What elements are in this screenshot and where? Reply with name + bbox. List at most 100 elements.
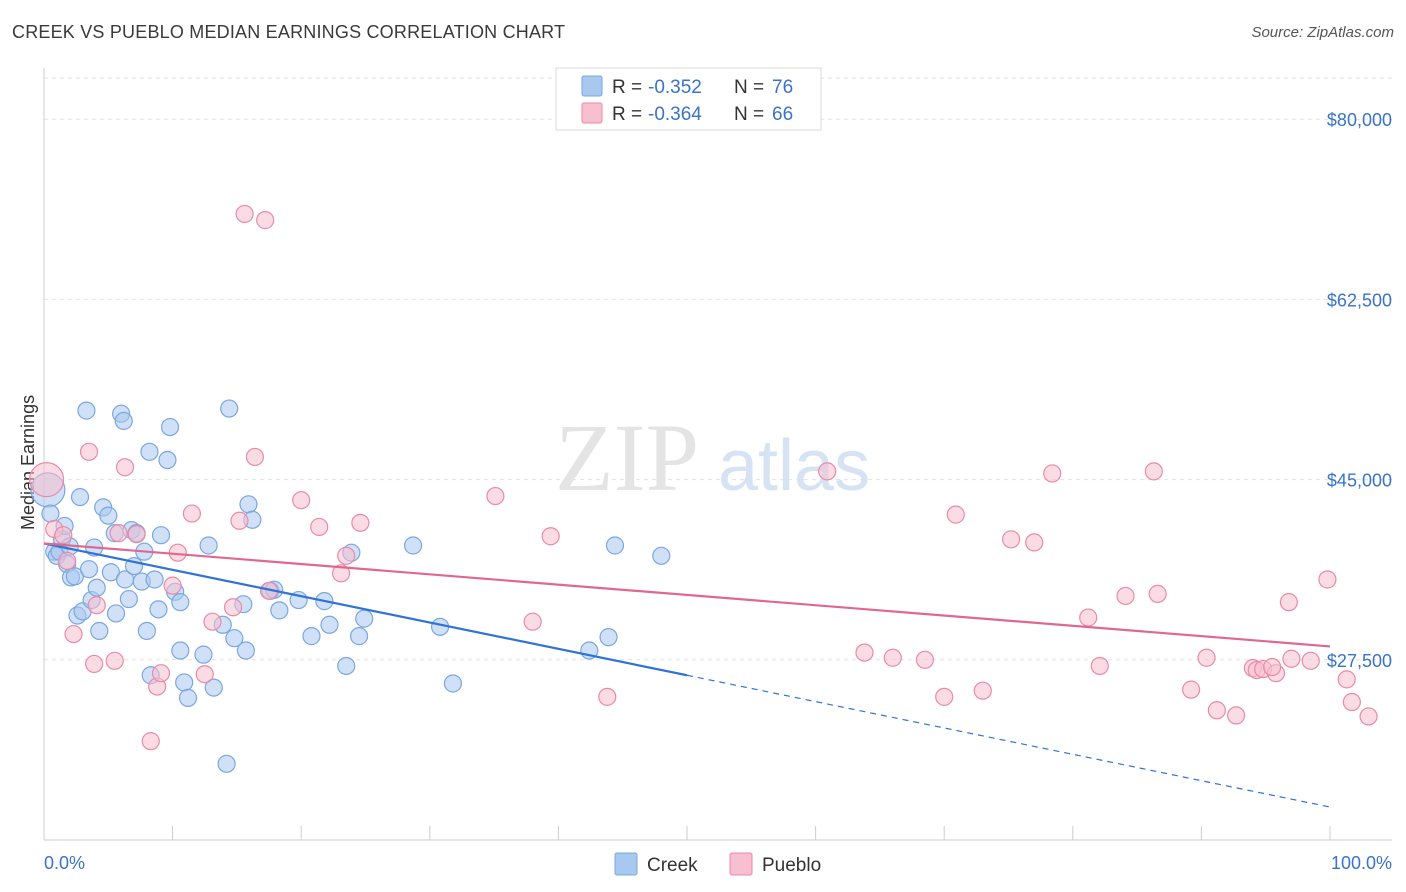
legend-r-label-creek: R = — [612, 77, 642, 98]
pueblo-point — [1342, 692, 1361, 712]
pueblo-point — [973, 681, 992, 700]
pueblo-point — [1359, 707, 1378, 726]
creek-point — [302, 627, 321, 646]
creek-point — [106, 604, 126, 623]
creek-point — [652, 546, 671, 565]
legend-bottom: Creek Pueblo — [614, 852, 821, 876]
creek-point — [225, 629, 244, 648]
trend-lines — [43, 542, 1331, 808]
pueblo-point — [1337, 670, 1356, 689]
creek-point — [320, 615, 339, 634]
pueblo-point — [54, 526, 73, 545]
pueblo-point — [915, 650, 935, 669]
creek-point — [158, 450, 177, 470]
pueblo-point — [598, 687, 617, 706]
creek-point — [70, 488, 90, 507]
creek-point — [605, 536, 625, 555]
creek-point — [355, 609, 374, 628]
creek-point — [101, 563, 120, 582]
pueblo-point — [946, 505, 965, 524]
creek-point — [171, 641, 190, 660]
legend-n-label-creek: N = — [734, 77, 764, 98]
pueblo-point — [310, 517, 329, 537]
creek-point — [270, 601, 289, 620]
creek-point — [99, 506, 118, 525]
creek-point — [137, 621, 156, 641]
pueblo-point — [85, 654, 104, 674]
pueblo-point — [105, 651, 124, 670]
pueblo-point — [127, 525, 146, 544]
creek-point — [204, 678, 223, 697]
pueblo-point — [337, 546, 356, 565]
x-tick-label-start: 0.0% — [44, 853, 85, 873]
pueblo-point — [331, 564, 351, 583]
creek-point — [403, 536, 423, 555]
pueblo-point — [1227, 706, 1246, 725]
pueblo-point — [818, 462, 837, 481]
source-label: Source: ZipAtlas.com — [1251, 24, 1394, 41]
creek-point — [145, 570, 164, 589]
legend-n-value-pueblo: 66 — [772, 104, 793, 125]
pueblo-point — [1263, 657, 1282, 677]
pueblo-point — [235, 204, 254, 224]
creek-point — [220, 399, 239, 418]
legend-bottom-label-creek: Creek — [647, 855, 698, 876]
pueblo-point — [230, 511, 249, 530]
pueblo-point — [1144, 462, 1163, 481]
legend-r-value-pueblo: -0.364 — [648, 104, 702, 125]
pueblo-point — [523, 612, 542, 631]
pueblo-point — [883, 648, 902, 667]
pueblo-point — [245, 447, 265, 467]
pueblo-point — [163, 576, 182, 595]
pueblo-point — [141, 732, 160, 751]
legend-bottom-swatch-pueblo — [729, 852, 753, 876]
axes — [43, 68, 1392, 841]
pueblo-point — [1182, 680, 1201, 699]
y-axis-title: Median Earnings — [18, 395, 38, 530]
pueblo-point — [1197, 648, 1216, 667]
creek-point — [90, 621, 109, 641]
pueblo-point — [182, 504, 201, 523]
creek-point — [151, 526, 171, 545]
creek-point — [236, 641, 256, 660]
pueblo-point — [1282, 649, 1301, 668]
creek-point — [349, 627, 369, 646]
pueblo-point — [1148, 584, 1167, 603]
legend-r-value-creek: -0.352 — [648, 77, 702, 98]
creek-point — [77, 401, 96, 420]
pueblo-point — [115, 458, 135, 477]
creek-point — [337, 656, 356, 676]
pueblo-point — [1079, 608, 1098, 627]
creek-trend-extension — [686, 674, 1331, 808]
x-tick-labels: 0.0% 100.0% — [44, 853, 1392, 873]
y-tick-labels: $27,500 $45,000 $62,500 $80,000 — [1327, 110, 1392, 671]
legend-swatch-creek — [581, 75, 603, 97]
legend-n-label-pueblo: N = — [734, 104, 764, 125]
creek-point — [217, 754, 236, 773]
pueblo-point — [64, 624, 83, 644]
pueblo-point — [203, 612, 222, 631]
watermark-atlas: atlas — [718, 426, 870, 506]
creek-point — [178, 688, 198, 707]
legend-top: R = -0.352 N = 76 R = -0.364 N = 66 — [555, 67, 822, 131]
creek-trend-line — [43, 542, 688, 677]
creek-point — [194, 645, 213, 664]
pueblo-point — [855, 643, 874, 662]
pueblo-point — [223, 598, 243, 617]
legend-swatch-pueblo — [581, 102, 603, 124]
pueblo-point — [1025, 533, 1044, 552]
chart-title: CREEK VS PUEBLO MEDIAN EARNINGS CORRELAT… — [12, 22, 566, 42]
pueblo-point — [541, 527, 560, 546]
pueblo-point — [1318, 570, 1337, 589]
pueblo-point — [1116, 586, 1135, 606]
y-tick-label-2: $62,500 — [1327, 290, 1392, 310]
legend-r-label-pueblo: R = — [612, 104, 642, 125]
pueblo-point — [1301, 651, 1320, 670]
creek-point — [87, 578, 106, 597]
creek-point — [41, 504, 60, 523]
creek-point — [79, 560, 99, 579]
pueblo-trend-line — [43, 542, 1331, 648]
y-tick-label-3: $80,000 — [1327, 110, 1392, 130]
legend-bottom-swatch-creek — [614, 852, 638, 876]
